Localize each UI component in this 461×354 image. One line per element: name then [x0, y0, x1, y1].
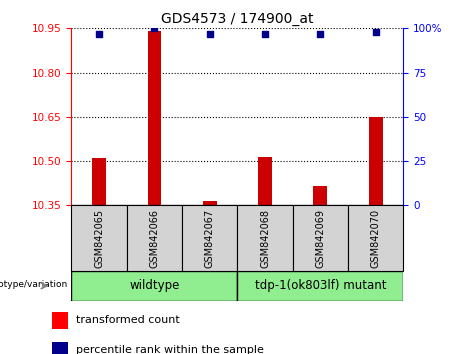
Bar — [71, 271, 237, 301]
Text: transformed count: transformed count — [76, 315, 180, 325]
Point — [95, 31, 103, 36]
Bar — [293, 205, 348, 271]
Text: GSM842065: GSM842065 — [94, 209, 104, 268]
Bar — [127, 205, 182, 271]
Bar — [52, 342, 68, 354]
Point — [151, 25, 158, 31]
Bar — [369, 117, 383, 205]
Bar — [71, 205, 127, 271]
Bar — [313, 186, 327, 205]
Point — [206, 31, 213, 36]
Bar — [348, 205, 403, 271]
Bar — [92, 158, 106, 205]
Text: genotype/variation: genotype/variation — [0, 280, 68, 289]
Text: percentile rank within the sample: percentile rank within the sample — [76, 345, 264, 354]
Bar — [258, 157, 272, 205]
Text: GSM842070: GSM842070 — [371, 209, 381, 268]
Text: wildtype: wildtype — [129, 279, 180, 292]
Text: GSM842066: GSM842066 — [149, 209, 160, 268]
Text: GSM842067: GSM842067 — [205, 209, 215, 268]
Bar — [237, 205, 293, 271]
Title: GDS4573 / 174900_at: GDS4573 / 174900_at — [161, 12, 313, 26]
Bar — [182, 205, 237, 271]
Bar — [148, 31, 161, 205]
Text: GSM842069: GSM842069 — [315, 209, 325, 268]
Text: GSM842068: GSM842068 — [260, 209, 270, 268]
Bar — [237, 271, 403, 301]
Bar — [203, 201, 217, 205]
Point — [372, 29, 379, 35]
Text: tdp-1(ok803lf) mutant: tdp-1(ok803lf) mutant — [254, 279, 386, 292]
Point — [317, 31, 324, 36]
Point — [261, 31, 269, 36]
Bar — [52, 312, 68, 329]
